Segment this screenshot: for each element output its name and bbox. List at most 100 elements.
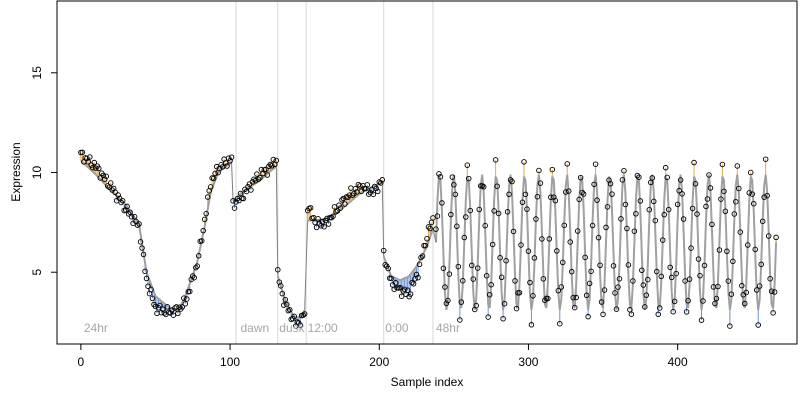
data-point-252 — [457, 317, 463, 323]
data-point-423 — [712, 300, 718, 307]
segment-connector-3 — [304, 220, 309, 311]
data-point-359 — [616, 276, 623, 282]
data-point-390 — [662, 164, 669, 171]
data-point-200 — [378, 180, 384, 186]
data-point-102 — [230, 198, 236, 204]
data-point-406 — [686, 276, 693, 282]
data-point-439 — [736, 185, 742, 192]
data-point-226 — [416, 261, 423, 268]
data-point-128 — [269, 163, 275, 169]
data-point-311 — [545, 295, 551, 302]
data-point-272 — [486, 291, 493, 298]
data-point-70 — [182, 301, 189, 307]
data-point-64 — [173, 304, 180, 310]
data-point-333 — [577, 174, 584, 181]
data-point-421 — [709, 221, 715, 228]
data-point-224 — [413, 271, 420, 278]
data-point-82 — [200, 227, 206, 234]
data-point-244 — [445, 297, 451, 304]
data-point-346 — [597, 262, 603, 269]
data-point-12 — [96, 165, 102, 172]
data-point-425 — [715, 283, 721, 290]
data-point-303 — [533, 216, 539, 222]
data-point-332 — [576, 196, 582, 203]
data-point-430 — [722, 208, 729, 215]
x-tick-label-2: 200 — [369, 355, 389, 369]
data-point-365 — [625, 262, 632, 268]
data-point-411 — [694, 211, 700, 217]
data-point-277 — [494, 183, 500, 189]
data-point-429 — [721, 188, 727, 195]
data-point-170 — [333, 209, 339, 215]
data-point-79 — [195, 253, 202, 259]
fitted-line-4 — [382, 227, 434, 282]
data-point-273 — [488, 281, 494, 288]
data-point-391 — [664, 174, 670, 181]
data-point-258 — [466, 175, 472, 182]
data-point-39 — [136, 221, 142, 227]
data-point-32 — [125, 211, 132, 217]
data-point-150 — [301, 311, 308, 317]
data-point-296 — [522, 191, 529, 198]
data-point-286 — [507, 177, 514, 183]
data-point-353 — [607, 181, 614, 187]
data-point-383 — [652, 217, 659, 224]
data-point-214 — [398, 293, 405, 299]
data-point-458 — [764, 192, 770, 199]
data-point-85 — [204, 194, 211, 200]
data-point-399 — [676, 187, 682, 194]
data-point-132 — [275, 266, 281, 273]
data-point-328 — [570, 294, 576, 301]
data-point-119 — [255, 176, 262, 182]
data-point-165 — [325, 221, 332, 227]
data-point-1 — [79, 149, 86, 156]
data-point-335 — [580, 191, 587, 197]
data-point-437 — [733, 198, 739, 205]
data-point-326 — [567, 239, 573, 245]
data-point-221 — [409, 279, 415, 286]
data-point-424 — [713, 295, 720, 302]
data-point-345 — [595, 234, 602, 241]
data-point-446 — [746, 190, 753, 196]
data-point-402 — [680, 216, 687, 222]
data-point-257 — [464, 162, 471, 168]
data-point-167 — [328, 214, 335, 221]
data-point-239 — [437, 174, 444, 180]
data-point-233 — [427, 225, 433, 232]
data-point-283 — [503, 257, 509, 264]
data-point-248 — [451, 181, 457, 188]
data-point-428 — [719, 161, 726, 168]
data-point-268 — [480, 184, 487, 190]
data-point-404 — [683, 309, 690, 315]
data-point-282 — [501, 300, 508, 307]
data-point-241 — [440, 265, 447, 272]
data-point-253 — [458, 299, 465, 305]
data-point-227 — [418, 254, 424, 261]
data-point-386 — [656, 305, 663, 311]
data-point-98 — [224, 163, 230, 169]
data-point-222 — [410, 281, 417, 287]
data-point-28 — [119, 197, 126, 204]
data-point-347 — [598, 299, 605, 305]
data-point-186 — [357, 183, 363, 189]
data-point-350 — [603, 224, 609, 231]
data-point-153 — [307, 205, 314, 211]
data-point-451 — [753, 287, 760, 293]
data-point-285 — [506, 191, 512, 198]
data-point-434 — [728, 291, 735, 297]
data-point-449 — [750, 200, 757, 207]
data-point-356 — [612, 290, 618, 296]
data-point-360 — [618, 216, 624, 222]
data-point-387 — [658, 273, 664, 280]
data-point-351 — [604, 204, 611, 210]
data-point-62 — [170, 312, 177, 318]
data-point-44 — [143, 275, 150, 282]
data-point-341 — [589, 222, 596, 229]
x-tick-label-4: 400 — [668, 355, 688, 369]
data-point-358 — [615, 284, 621, 290]
fitted-line-1 — [232, 165, 277, 202]
data-point-230 — [422, 242, 429, 249]
data-point-183 — [352, 186, 359, 192]
data-point-334 — [579, 189, 585, 196]
data-point-418 — [704, 196, 711, 202]
